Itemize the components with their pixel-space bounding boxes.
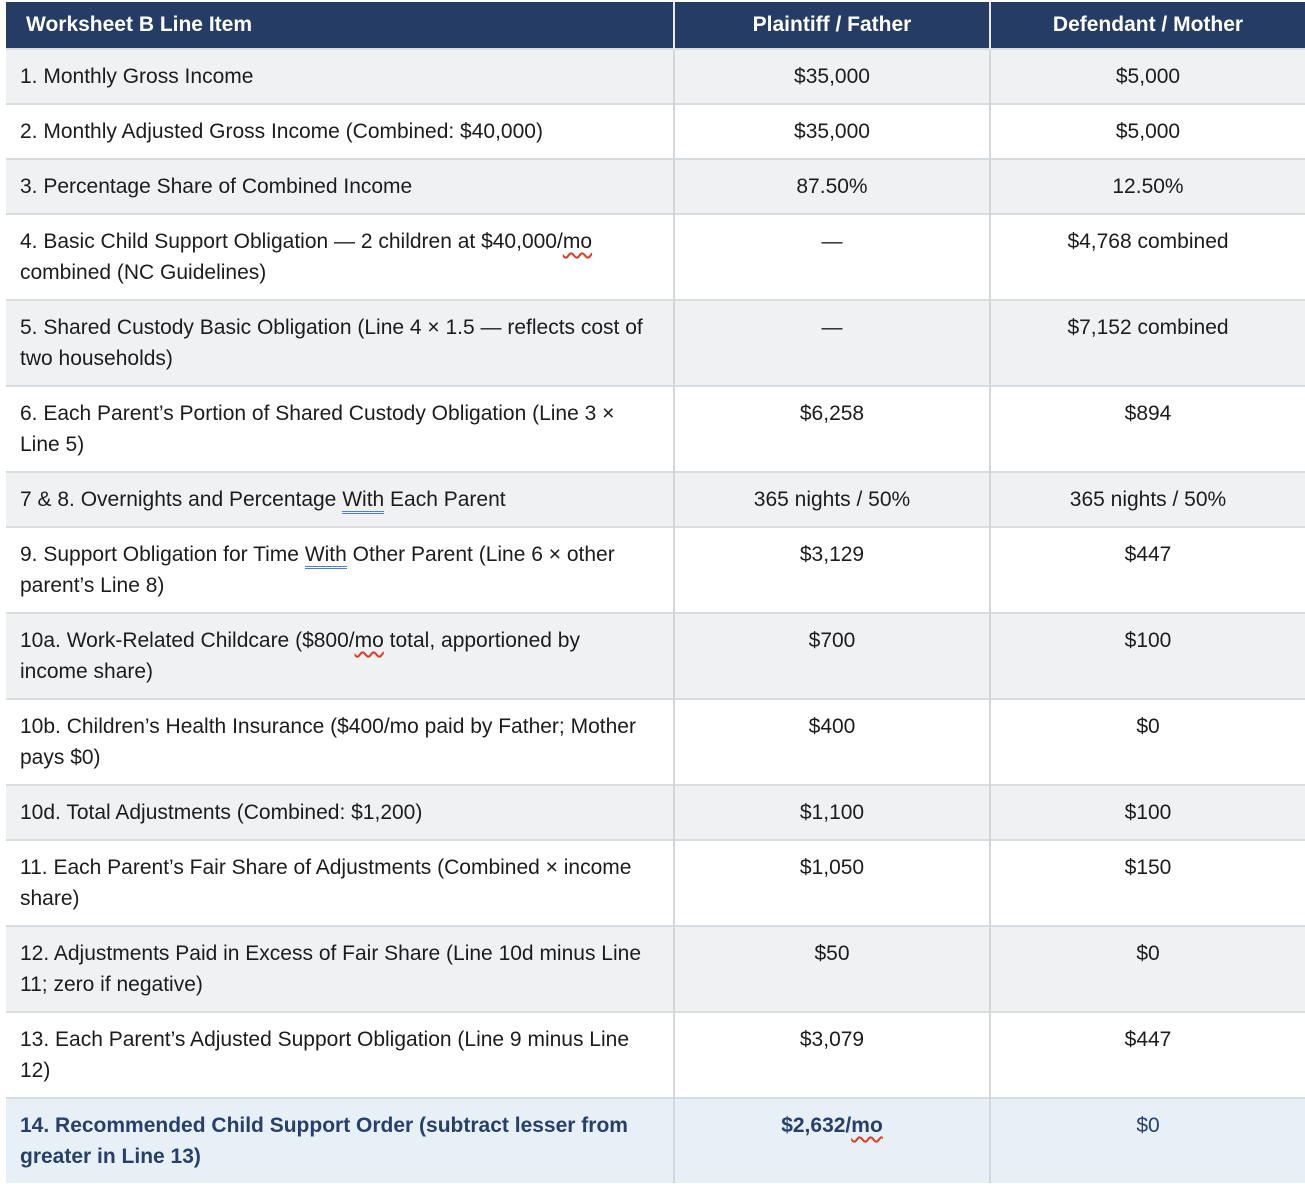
plaintiff-value-cell: $2,632/mo	[673, 1098, 990, 1183]
plaintiff-value-cell: 87.50%	[673, 159, 990, 214]
text-run: 10b. Children’s Health Insurance ($400/m…	[20, 715, 636, 769]
defendant-value-cell: 365 nights / 50%	[989, 472, 1305, 527]
plaintiff-value-cell: $400	[673, 699, 990, 785]
table-row: 5. Shared Custody Basic Obligation (Line…	[6, 300, 1305, 386]
table-row: 10b. Children’s Health Insurance ($400/m…	[6, 699, 1305, 785]
line-item-cell: 10b. Children’s Health Insurance ($400/m…	[6, 699, 674, 785]
text-run: total, apportioned by income share)	[20, 629, 580, 683]
worksheet-b-table: Worksheet B Line Item Plaintiff / Father…	[6, 2, 1305, 1183]
text-run: 12. Adjustments Paid in Excess of Fair S…	[20, 942, 641, 996]
defendant-value-cell: $0	[989, 699, 1305, 785]
text-run: Other Parent (Line 6 × other parent’s Li…	[20, 543, 615, 597]
plaintiff-value-cell: $50	[673, 926, 990, 1012]
grammar-flagged-word: With	[304, 543, 347, 569]
text-run: 10d. Total Adjustments (Combined: $1,200…	[20, 801, 423, 824]
defendant-value-cell: $894	[989, 386, 1305, 472]
plaintiff-value-cell: 365 nights / 50%	[673, 472, 990, 527]
header-row: Worksheet B Line Item Plaintiff / Father…	[6, 2, 1305, 49]
table-row: 9. Support Obligation for Time With Othe…	[6, 527, 1305, 613]
defendant-value-cell: $0	[989, 926, 1305, 1012]
text-run: $2,632/	[781, 1114, 852, 1137]
text-run: combined (NC Guidelines)	[20, 261, 267, 284]
text-run: 9. Support Obligation for Time	[20, 543, 305, 566]
table-header: Worksheet B Line Item Plaintiff / Father…	[6, 2, 1305, 49]
defendant-value-cell: $447	[989, 1012, 1305, 1098]
defendant-value-cell: $100	[989, 613, 1305, 699]
table-row: 12. Adjustments Paid in Excess of Fair S…	[6, 926, 1305, 1012]
defendant-value-cell: $0	[989, 1098, 1305, 1183]
table-row: 6. Each Parent’s Portion of Shared Custo…	[6, 386, 1305, 472]
text-run: 7 & 8. Overnights and Percentage	[20, 488, 343, 511]
line-item-cell: 14. Recommended Child Support Order (sub…	[6, 1098, 674, 1183]
line-item-cell: 9. Support Obligation for Time With Othe…	[6, 527, 674, 613]
table-row: 11. Each Parent’s Fair Share of Adjustme…	[6, 840, 1305, 926]
plaintiff-value-cell: $3,079	[673, 1012, 990, 1098]
text-run: 14. Recommended Child Support Order (sub…	[20, 1114, 628, 1168]
header-cell-line-item: Worksheet B Line Item	[6, 2, 674, 49]
line-item-cell: 2. Monthly Adjusted Gross Income (Combin…	[6, 104, 674, 159]
defendant-value-cell: $5,000	[989, 104, 1305, 159]
defendant-value-cell: $5,000	[989, 49, 1305, 104]
defendant-value-cell: $150	[989, 840, 1305, 926]
plaintiff-value-cell: $1,100	[673, 785, 990, 840]
line-item-cell: 11. Each Parent’s Fair Share of Adjustme…	[6, 840, 674, 926]
line-item-cell: 10d. Total Adjustments (Combined: $1,200…	[6, 785, 674, 840]
text-run: 11. Each Parent’s Fair Share of Adjustme…	[20, 856, 632, 910]
plaintiff-value-cell: $35,000	[673, 104, 990, 159]
line-item-cell: 13. Each Parent’s Adjusted Support Oblig…	[6, 1012, 674, 1098]
defendant-value-cell: $100	[989, 785, 1305, 840]
plaintiff-value-cell: —	[673, 300, 990, 386]
line-item-cell: 6. Each Parent’s Portion of Shared Custo…	[6, 386, 674, 472]
text-run: 5. Shared Custody Basic Obligation (Line…	[20, 316, 643, 370]
table-row: 1. Monthly Gross Income $35,000 $5,000	[6, 49, 1305, 104]
worksheet-b-table-container: Worksheet B Line Item Plaintiff / Father…	[6, 2, 1305, 1183]
spellcheck-flagged-word: mo	[851, 1114, 883, 1137]
line-item-cell: 1. Monthly Gross Income	[6, 49, 674, 104]
text-run: 4. Basic Child Support Obligation — 2 ch…	[20, 230, 563, 253]
plaintiff-value-cell: $700	[673, 613, 990, 699]
text-run: 3. Percentage Share of Combined Income	[20, 175, 413, 198]
table-row: 14. Recommended Child Support Order (sub…	[6, 1098, 1305, 1183]
line-item-cell: 7 & 8. Overnights and Percentage With Ea…	[6, 472, 674, 527]
defendant-value-cell: $4,768 combined	[989, 214, 1305, 300]
plaintiff-value-cell: $6,258	[673, 386, 990, 472]
table-row: 13. Each Parent’s Adjusted Support Oblig…	[6, 1012, 1305, 1098]
plaintiff-value-cell: $35,000	[673, 49, 990, 104]
text-run: Each Parent	[384, 488, 506, 511]
defendant-value-cell: 12.50%	[989, 159, 1305, 214]
worksheet-table-body: 1. Monthly Gross Income $35,000 $5,000 2. M…	[6, 49, 1305, 1183]
defendant-value-cell: $7,152 combined	[989, 300, 1305, 386]
table-row: 3. Percentage Share of Combined Income 87…	[6, 159, 1305, 214]
defendant-value-cell: $447	[989, 527, 1305, 613]
plaintiff-value-cell: $1,050	[673, 840, 990, 926]
table-row: 7 & 8. Overnights and Percentage With Ea…	[6, 472, 1305, 527]
text-run: 13. Each Parent’s Adjusted Support Oblig…	[20, 1028, 629, 1082]
grammar-flagged-word: With	[342, 488, 385, 514]
line-item-cell: 10a. Work-Related Childcare ($800/mo tot…	[6, 613, 674, 699]
header-cell-defendant-mother: Defendant / Mother	[989, 2, 1305, 49]
line-item-cell: 12. Adjustments Paid in Excess of Fair S…	[6, 926, 674, 1012]
table-row: 2. Monthly Adjusted Gross Income (Combin…	[6, 104, 1305, 159]
plaintiff-value-cell: —	[673, 214, 990, 300]
text-run: 10a. Work-Related Childcare ($800/	[20, 629, 355, 652]
plaintiff-value-cell: $3,129	[673, 527, 990, 613]
line-item-cell: 4. Basic Child Support Obligation — 2 ch…	[6, 214, 674, 300]
header-cell-plaintiff-father: Plaintiff / Father	[673, 2, 990, 49]
table-row: 10d. Total Adjustments (Combined: $1,200…	[6, 785, 1305, 840]
table-row: 10a. Work-Related Childcare ($800/mo tot…	[6, 613, 1305, 699]
line-item-cell: 3. Percentage Share of Combined Income	[6, 159, 674, 214]
table-row: 4. Basic Child Support Obligation — 2 ch…	[6, 214, 1305, 300]
spellcheck-flagged-word: mo	[562, 230, 593, 253]
text-run: 1. Monthly Gross Income	[20, 65, 254, 88]
spellcheck-flagged-word: mo	[354, 629, 384, 652]
text-run: 2. Monthly Adjusted Gross Income (Combin…	[20, 120, 543, 143]
text-run: 6. Each Parent’s Portion of Shared Custo…	[20, 402, 615, 456]
line-item-cell: 5. Shared Custody Basic Obligation (Line…	[6, 300, 674, 386]
